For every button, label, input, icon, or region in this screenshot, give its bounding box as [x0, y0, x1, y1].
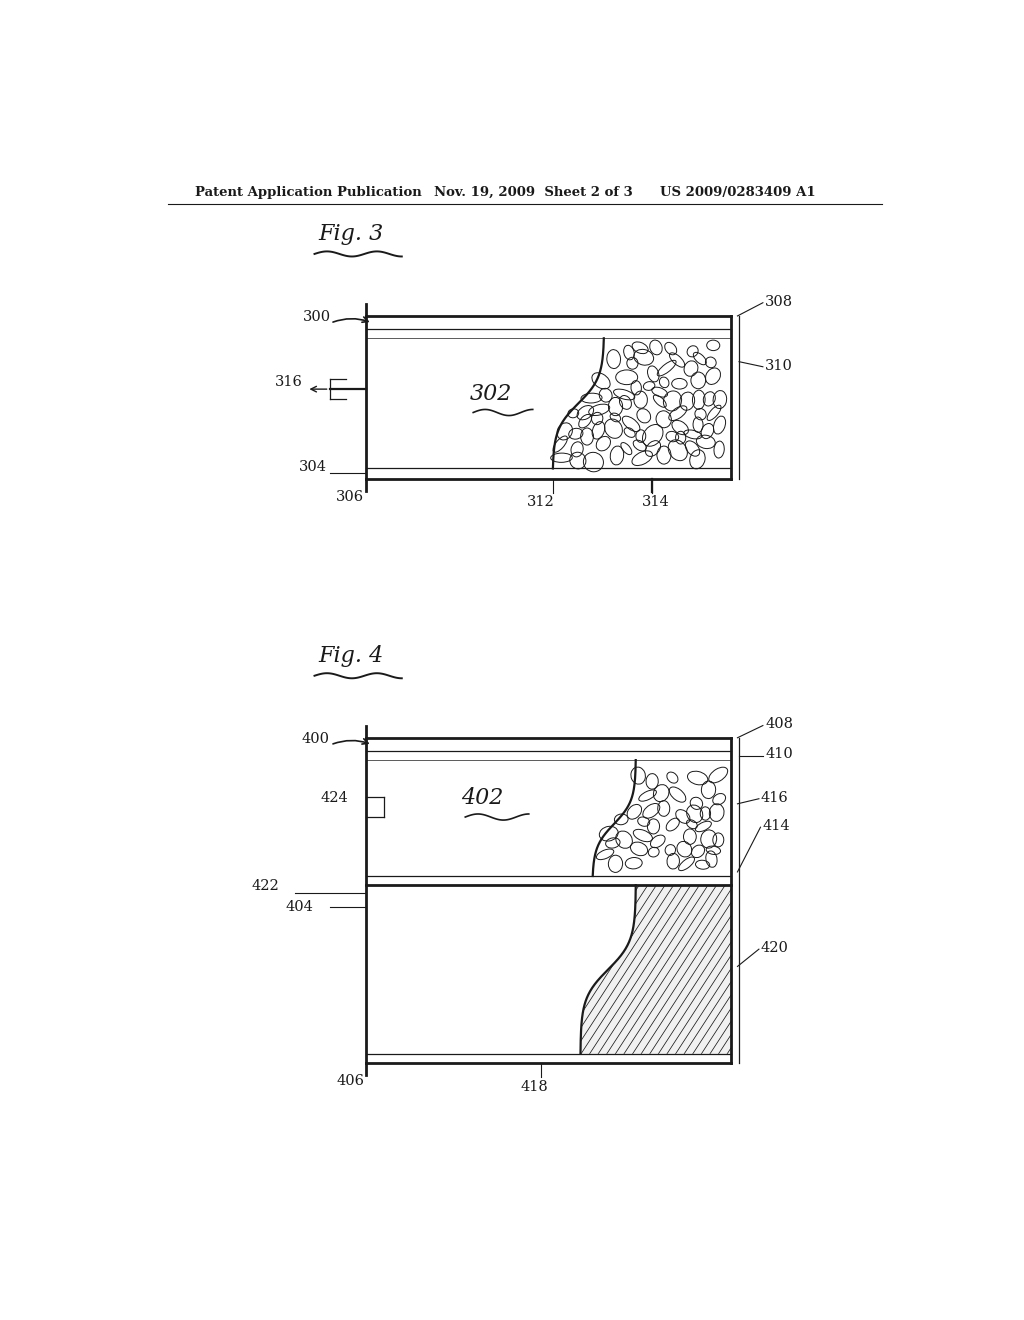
Text: 410: 410 [765, 747, 793, 762]
Text: 304: 304 [299, 461, 327, 474]
Text: 420: 420 [761, 941, 788, 956]
Text: 402: 402 [461, 787, 504, 809]
Text: 308: 308 [765, 294, 794, 309]
Text: 300: 300 [303, 310, 331, 323]
Text: 424: 424 [321, 791, 348, 805]
Text: 416: 416 [761, 791, 788, 805]
Polygon shape [581, 886, 731, 1053]
Text: 406: 406 [337, 1074, 365, 1089]
Text: 414: 414 [762, 820, 790, 833]
Text: 404: 404 [285, 899, 313, 913]
Text: US 2009/0283409 A1: US 2009/0283409 A1 [659, 186, 815, 199]
Text: Fig. 3: Fig. 3 [318, 223, 384, 244]
Text: Nov. 19, 2009  Sheet 2 of 3: Nov. 19, 2009 Sheet 2 of 3 [433, 186, 632, 199]
Text: 306: 306 [336, 490, 365, 504]
Text: 316: 316 [274, 375, 303, 389]
Text: 422: 422 [251, 879, 279, 894]
Text: 400: 400 [301, 731, 329, 746]
Text: Patent Application Publication: Patent Application Publication [196, 186, 422, 199]
Text: 408: 408 [765, 717, 794, 730]
Text: 418: 418 [521, 1081, 549, 1094]
Text: 310: 310 [765, 359, 794, 372]
Text: Fig. 4: Fig. 4 [318, 644, 384, 667]
Text: 314: 314 [641, 495, 670, 510]
Text: 312: 312 [527, 495, 555, 510]
Text: 302: 302 [469, 383, 512, 405]
